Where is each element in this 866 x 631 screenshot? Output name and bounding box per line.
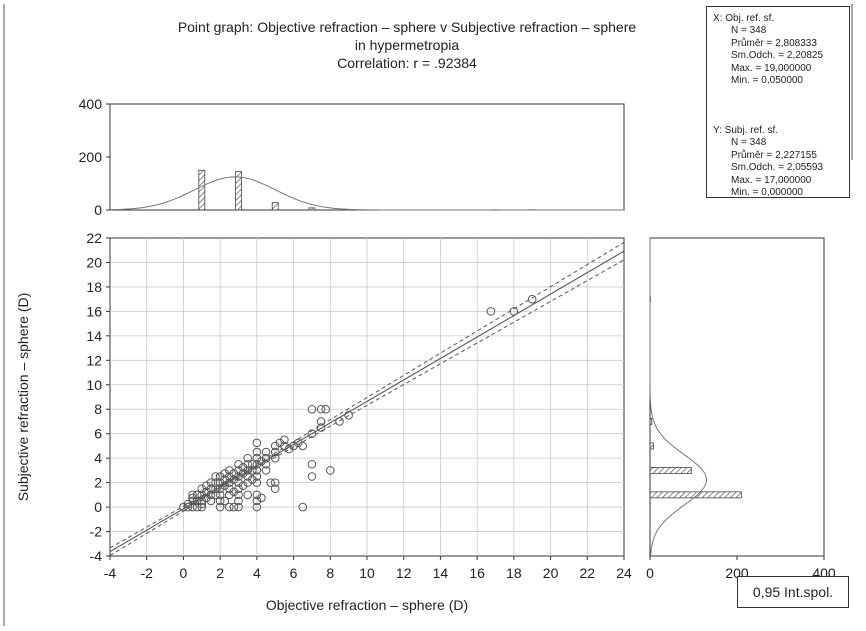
chart-title-line-3: Correlation: r = .92384 [337,55,477,71]
y-hist-x-tick-label: 0 [646,565,654,581]
x-stats-min: Min. = 0,050000 [713,75,823,87]
y-stats-n: N = 348 [713,137,823,149]
x-tick-label: 18 [506,565,522,581]
y-tick-label: 22 [86,230,102,246]
statistics-box: X: Obj. ref. sf. N = 348 Průměr = 2,8083… [706,6,850,198]
x-histogram-panel [110,104,624,210]
y-hist-bar [650,492,741,498]
data-point [244,491,252,499]
confidence-legend: 0,95 Int.spol. [737,576,849,608]
y-histogram-panel [650,238,824,556]
y-axis-label: Subjective refraction – sphere (D) [15,293,31,502]
y-hist-bar [650,467,691,473]
y-stats-min: Min. = 0,000000 [713,187,823,198]
y-tick-label: 20 [86,254,102,270]
y-stats-group: Y: Subj. ref. sf. N = 348 Průměr = 2,227… [713,125,823,198]
x-tick-label: 0 [180,565,188,581]
y-tick-label: 14 [86,328,102,344]
y-tick-label: -4 [90,548,103,564]
x-tick-label: 4 [253,565,261,581]
y-stats-sd: Sm.Odch. = 2,05593 [713,162,823,174]
data-point [308,460,316,468]
x-stats-header: X: Obj. ref. sf. [713,13,823,25]
y-tick-label: 12 [86,352,102,368]
x-tick-label: 2 [216,565,224,581]
x-tick-label: 10 [359,565,375,581]
x-hist-y-tick-label: 200 [79,149,103,165]
y-tick-label: 2 [94,475,102,491]
y-hist-bar [650,443,653,449]
x-hist-bar [199,170,205,210]
x-tick-label: 22 [579,565,595,581]
x-hist-bar [272,203,278,210]
x-stats-max: Max. = 19,000000 [713,63,823,75]
x-tick-label: 16 [469,565,485,581]
x-tick-label: 24 [616,565,632,581]
y-tick-label: 18 [86,279,102,295]
y-stats-max: Max. = 17,000000 [713,175,823,187]
x-hist-bar [309,208,315,210]
y-tick-label: 0 [94,499,102,515]
x-hist-y-tick-label: 0 [94,202,102,218]
x-hist-y-tick-label: 400 [79,96,103,112]
y-tick-label: 6 [94,426,102,442]
data-point [528,295,536,303]
x-stats-group: X: Obj. ref. sf. N = 348 Průměr = 2,8083… [713,13,823,87]
data-point [308,473,316,481]
x-tick-label: 20 [543,565,559,581]
x-tick-label: 6 [290,565,298,581]
y-tick-label: 8 [94,401,102,417]
y-tick-label: 16 [86,303,102,319]
chart-title-line-2: in hypermetropia [355,37,459,53]
x-stats-mean: Průměr = 2,808333 [713,38,823,50]
y-tick-label: 4 [94,450,102,466]
y-stats-mean: Průměr = 2,227155 [713,150,823,162]
chart-title-line-1: Point graph: Objective refraction – sphe… [178,19,637,35]
x-tick-label: 12 [396,565,412,581]
x-tick-label: -4 [104,565,117,581]
y-tick-label: -2 [90,524,103,540]
x-axis-label: Objective refraction – sphere (D) [266,597,468,613]
y-tick-label: 10 [86,377,102,393]
x-stats-n: N = 348 [713,25,823,37]
x-tick-label: 14 [433,565,449,581]
y-hist-bar [650,418,652,424]
y-stats-header: Y: Subj. ref. sf. [713,125,823,137]
x-tick-label: -2 [140,565,153,581]
x-hist-normal-curve [110,177,624,210]
x-histogram: 0 200 400 [79,96,624,218]
x-stats-sd: Sm.Odch. = 2,20825 [713,50,823,62]
y-hist-normal-curve [650,238,707,556]
data-point [336,418,344,426]
x-tick-label: 8 [326,565,334,581]
